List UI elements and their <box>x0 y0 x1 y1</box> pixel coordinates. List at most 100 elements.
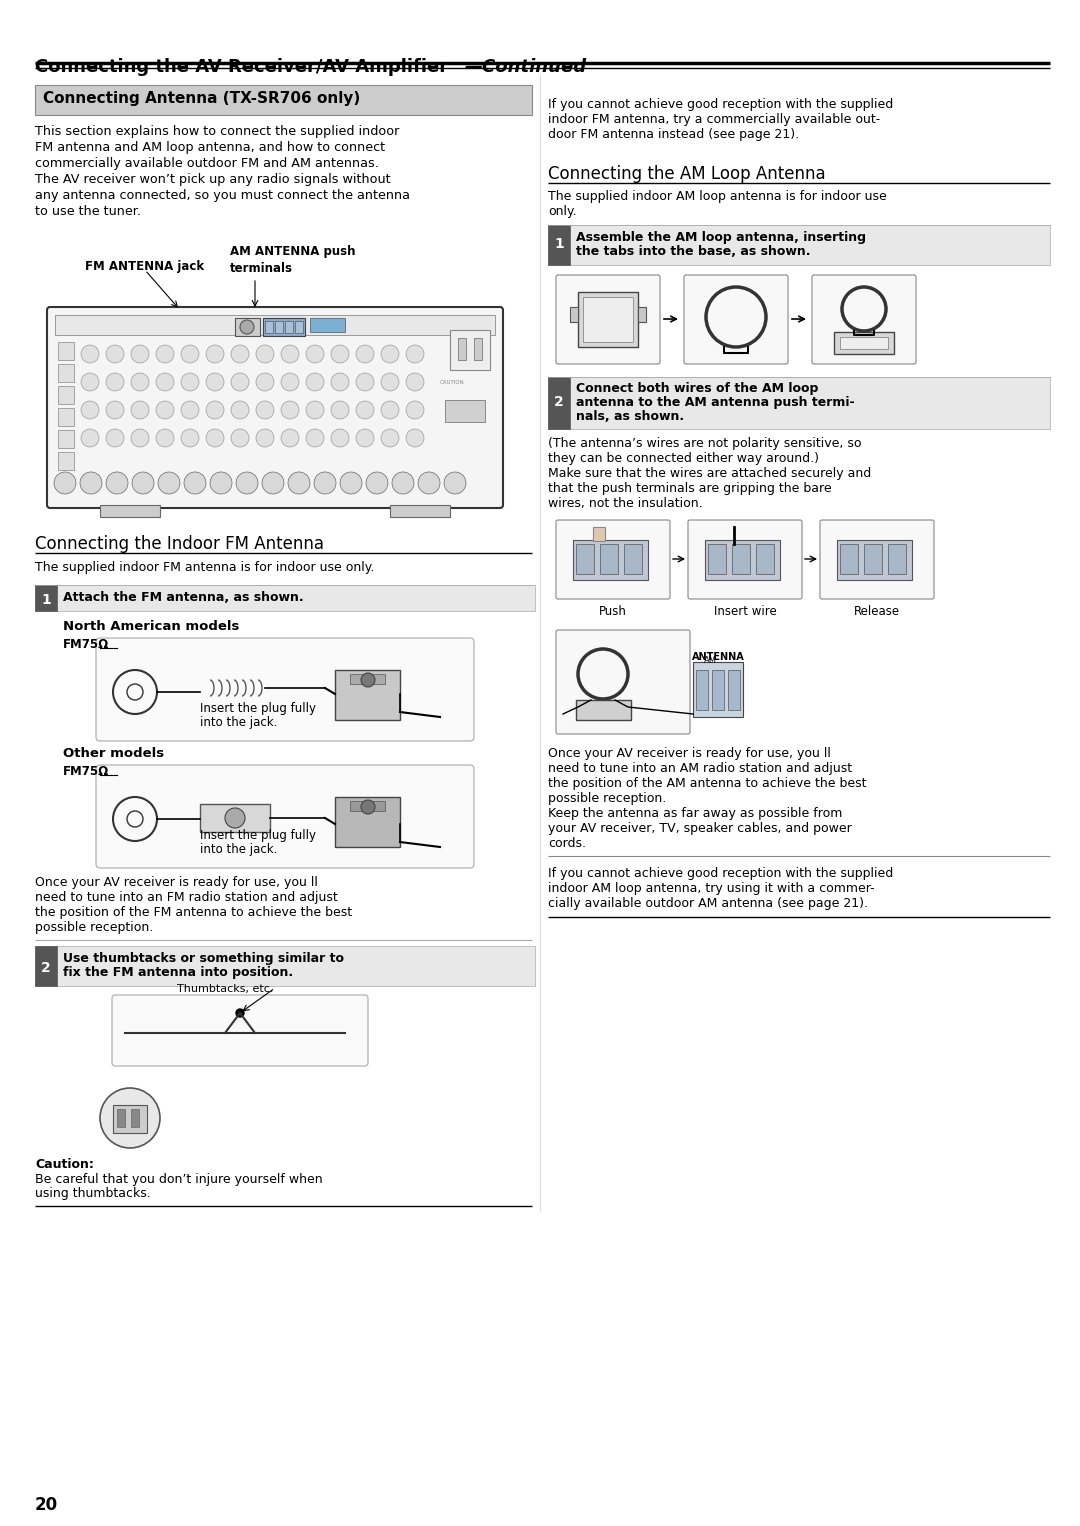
Circle shape <box>225 807 245 829</box>
Text: indoor AM loop antenna, try using it with a commer-: indoor AM loop antenna, try using it wit… <box>548 882 875 896</box>
Circle shape <box>158 472 180 494</box>
Text: —Continued: —Continued <box>465 58 588 76</box>
Circle shape <box>330 345 349 363</box>
Bar <box>864 543 882 574</box>
Bar <box>445 400 485 423</box>
FancyBboxPatch shape <box>556 630 690 734</box>
Bar <box>58 365 75 382</box>
Text: antenna to the AM antenna push termi-: antenna to the AM antenna push termi- <box>576 397 854 409</box>
Circle shape <box>206 372 224 391</box>
Text: possible reception.: possible reception. <box>35 922 153 934</box>
Bar <box>100 505 160 517</box>
Circle shape <box>256 345 274 363</box>
Text: Connect both wires of the AM loop: Connect both wires of the AM loop <box>576 382 819 395</box>
Text: Once your AV receiver is ready for use, you ll: Once your AV receiver is ready for use, … <box>548 748 831 760</box>
Text: Connecting the AV Receiver/AV Amplifier: Connecting the AV Receiver/AV Amplifier <box>35 58 448 76</box>
Circle shape <box>100 1088 160 1148</box>
Text: using thumbtacks.: using thumbtacks. <box>35 1187 151 1199</box>
Bar <box>548 377 570 429</box>
Bar <box>576 700 631 720</box>
Text: (The antenna’s wires are not polarity sensitive, so: (The antenna’s wires are not polarity se… <box>548 436 862 450</box>
Bar <box>548 377 1050 429</box>
Text: If you cannot achieve good reception with the supplied: If you cannot achieve good reception wit… <box>548 867 893 881</box>
Text: terminals: terminals <box>230 262 293 275</box>
Circle shape <box>306 429 324 447</box>
Text: The supplied indoor AM loop antenna is for indoor use: The supplied indoor AM loop antenna is f… <box>548 191 887 203</box>
Bar <box>693 662 743 717</box>
Text: Insert the plug fully: Insert the plug fully <box>200 702 316 716</box>
Text: any antenna connected, so you must connect the antenna: any antenna connected, so you must conne… <box>35 189 410 201</box>
Circle shape <box>256 401 274 420</box>
Circle shape <box>330 429 349 447</box>
Text: Use thumbtacks or something similar to: Use thumbtacks or something similar to <box>63 952 345 964</box>
Text: If you cannot achieve good reception with the supplied: If you cannot achieve good reception wit… <box>548 98 893 111</box>
Bar <box>35 946 535 986</box>
Circle shape <box>81 429 99 447</box>
Circle shape <box>281 345 299 363</box>
Circle shape <box>237 1009 244 1016</box>
Bar <box>708 543 726 574</box>
Text: Insert wire: Insert wire <box>714 604 777 618</box>
Text: Assemble the AM loop antenna, inserting: Assemble the AM loop antenna, inserting <box>576 230 866 244</box>
Circle shape <box>106 372 124 391</box>
FancyBboxPatch shape <box>96 638 474 742</box>
Bar <box>390 505 450 517</box>
Bar <box>335 797 400 847</box>
Bar <box>450 330 490 369</box>
FancyBboxPatch shape <box>96 765 474 868</box>
Circle shape <box>106 429 124 447</box>
Bar <box>264 317 305 336</box>
Circle shape <box>340 472 362 494</box>
Text: AM ANTENNA push: AM ANTENNA push <box>230 246 355 258</box>
Circle shape <box>281 401 299 420</box>
Bar <box>837 540 912 580</box>
Bar <box>728 670 740 710</box>
Circle shape <box>131 429 149 447</box>
Circle shape <box>181 429 199 447</box>
Text: indoor FM antenna, try a commercially available out-: indoor FM antenna, try a commercially av… <box>548 113 880 127</box>
Circle shape <box>306 372 324 391</box>
Text: nals, as shown.: nals, as shown. <box>576 410 684 423</box>
Text: into the jack.: into the jack. <box>200 842 278 856</box>
Circle shape <box>231 372 249 391</box>
Circle shape <box>231 401 249 420</box>
Text: The supplied indoor FM antenna is for indoor use only.: The supplied indoor FM antenna is for in… <box>35 562 375 574</box>
Text: they can be connected either way around.): they can be connected either way around.… <box>548 452 819 465</box>
Circle shape <box>356 372 374 391</box>
Text: cially available outdoor AM antenna (see page 21).: cially available outdoor AM antenna (see… <box>548 897 868 909</box>
Bar <box>578 291 638 346</box>
Text: Make sure that the wires are attached securely and: Make sure that the wires are attached se… <box>548 467 872 481</box>
Bar <box>35 946 57 986</box>
Text: commercially available outdoor FM and AM antennas.: commercially available outdoor FM and AM… <box>35 157 379 169</box>
Circle shape <box>106 345 124 363</box>
Bar <box>624 543 642 574</box>
Bar <box>756 543 774 574</box>
Circle shape <box>356 401 374 420</box>
Circle shape <box>156 345 174 363</box>
Circle shape <box>306 401 324 420</box>
Text: Push: Push <box>599 604 626 618</box>
Circle shape <box>256 372 274 391</box>
Text: North American models: North American models <box>63 620 240 633</box>
Circle shape <box>131 401 149 420</box>
Bar <box>58 407 75 426</box>
Text: Insert the plug fully: Insert the plug fully <box>200 829 316 842</box>
Circle shape <box>406 345 424 363</box>
FancyBboxPatch shape <box>820 520 934 600</box>
Bar <box>888 543 906 574</box>
Text: 1: 1 <box>41 594 51 607</box>
Circle shape <box>206 401 224 420</box>
Circle shape <box>444 472 465 494</box>
Circle shape <box>366 472 388 494</box>
Text: FM ANTENNA jack: FM ANTENNA jack <box>85 259 204 273</box>
Bar <box>117 1109 125 1128</box>
Bar <box>58 452 75 470</box>
Text: Thumbtacks, etc.: Thumbtacks, etc. <box>177 984 273 993</box>
Circle shape <box>406 429 424 447</box>
Text: FM75Ω: FM75Ω <box>63 638 109 652</box>
Circle shape <box>210 472 232 494</box>
Text: only.: only. <box>548 204 577 218</box>
Circle shape <box>381 372 399 391</box>
Text: Connecting Antenna (TX-SR706 only): Connecting Antenna (TX-SR706 only) <box>43 92 361 105</box>
Circle shape <box>181 345 199 363</box>
